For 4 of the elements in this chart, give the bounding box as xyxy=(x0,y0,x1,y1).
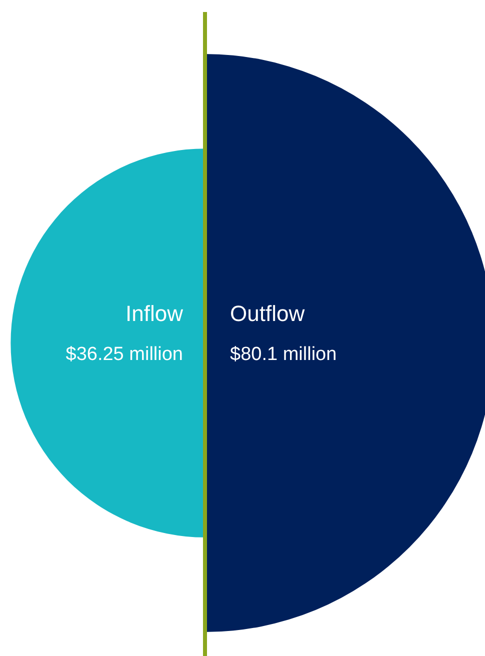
category-label: Inflow xyxy=(126,301,184,326)
data-label: $80.1 million xyxy=(230,344,337,366)
data-label: $36.25 million xyxy=(66,344,183,366)
category-label: Outflow xyxy=(230,301,305,326)
